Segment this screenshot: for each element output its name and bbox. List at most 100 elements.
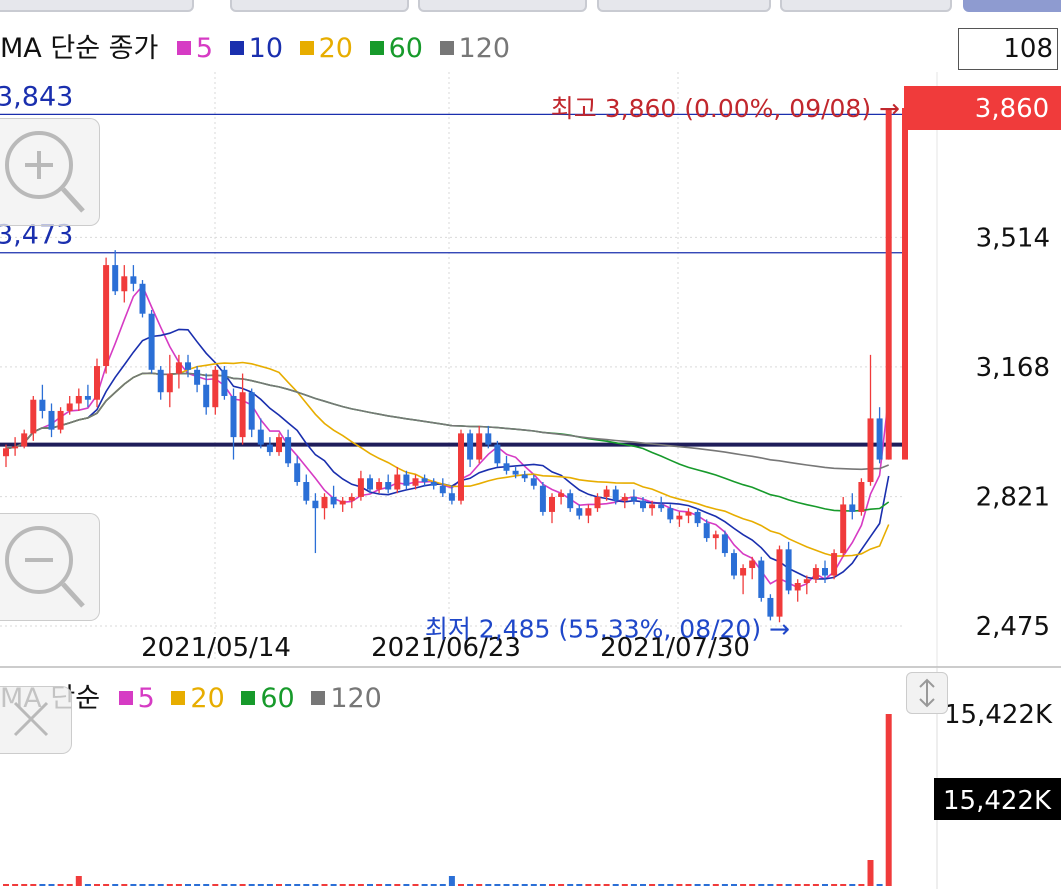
candle-body-71 bbox=[649, 504, 656, 509]
tab-button-6[interactable] bbox=[963, 0, 1061, 12]
candle-body-8 bbox=[75, 395, 82, 404]
volume-chart[interactable]: 15,422K 15,422K bbox=[0, 668, 1061, 889]
volume-bar-71 bbox=[649, 884, 656, 886]
volume-bar-19 bbox=[175, 884, 182, 886]
volume-bar-25 bbox=[230, 884, 237, 886]
candle-body-32 bbox=[294, 463, 301, 483]
volume-bar-94 bbox=[858, 884, 865, 886]
volume-axis-label-top: 15,422K bbox=[944, 700, 1053, 730]
candle-body-66 bbox=[603, 489, 610, 497]
candle-body-15 bbox=[139, 283, 146, 314]
volume-bar-38 bbox=[348, 884, 355, 886]
volume-bar-90 bbox=[822, 884, 828, 886]
volume-bar-74 bbox=[676, 884, 683, 886]
volume-bar-81 bbox=[740, 884, 747, 886]
candle-body-49 bbox=[448, 493, 455, 501]
volume-bar-0 bbox=[3, 884, 9, 886]
candle-body-77 bbox=[703, 523, 710, 539]
candle-body-57 bbox=[521, 474, 528, 479]
tab-button-3[interactable] bbox=[418, 0, 587, 12]
ma5-swatch bbox=[176, 41, 191, 55]
ma5-label: 5 bbox=[195, 33, 214, 64]
volume-bar-87 bbox=[794, 884, 801, 886]
volume-bar-59 bbox=[539, 884, 546, 886]
candle-body-78 bbox=[712, 534, 719, 539]
volume-bar-78 bbox=[712, 884, 719, 886]
candle-body-56 bbox=[512, 470, 519, 475]
candle-body-51 bbox=[467, 433, 474, 460]
candle-body-69 bbox=[630, 496, 637, 501]
volume-bar-26 bbox=[239, 884, 246, 886]
candle-body-70 bbox=[640, 500, 646, 509]
ma60-swatch bbox=[369, 41, 384, 55]
y-tick-label-0: 2,475 bbox=[976, 612, 1050, 642]
volume-bar-8 bbox=[75, 876, 82, 886]
volume-bar-15 bbox=[139, 884, 146, 886]
volume-bar-66 bbox=[603, 884, 610, 886]
volume-bar-55 bbox=[503, 884, 510, 886]
moving-averages bbox=[5, 284, 890, 589]
y-tick-label-1: 2,821 bbox=[976, 483, 1050, 513]
tab-button-1[interactable] bbox=[0, 0, 194, 12]
candle-body-50 bbox=[458, 433, 464, 501]
candle-body-86 bbox=[785, 549, 792, 591]
candle-body-53 bbox=[485, 433, 492, 445]
zoom-out-button[interactable] bbox=[0, 513, 100, 621]
volume-bar-23 bbox=[212, 884, 219, 886]
tab-button-4[interactable] bbox=[597, 0, 771, 12]
vol-legend-item-60: 60 bbox=[241, 683, 295, 714]
volume-bar-84 bbox=[767, 884, 774, 886]
volume-bar-6 bbox=[57, 884, 64, 886]
vol-ma20-label: 20 bbox=[190, 683, 225, 714]
volume-bar-1 bbox=[12, 884, 19, 886]
volume-bar-95 bbox=[867, 860, 874, 886]
candle-body-11 bbox=[103, 265, 110, 367]
candle-body-19 bbox=[175, 362, 182, 374]
candle-body-60 bbox=[549, 496, 555, 512]
current-volume-label: 15,422K bbox=[943, 786, 1052, 816]
tab-button-2[interactable] bbox=[230, 0, 409, 12]
volume-bar-92 bbox=[840, 884, 847, 886]
volume-bar-52 bbox=[476, 884, 483, 886]
candle-body-9 bbox=[84, 395, 91, 400]
volume-bar-83 bbox=[758, 884, 765, 886]
volume-bar-93 bbox=[849, 884, 856, 886]
high-annotation: 최고 3,860 (0.00%, 09/08) → bbox=[551, 94, 900, 123]
zoom-in-button[interactable] bbox=[0, 118, 100, 226]
volume-bar-33 bbox=[303, 884, 310, 886]
volume-bar-49 bbox=[448, 876, 455, 886]
scroll-updown-icon bbox=[919, 678, 935, 708]
volume-bar-56 bbox=[512, 884, 519, 886]
resize-panel-button[interactable] bbox=[906, 672, 948, 714]
volume-bar-60 bbox=[549, 884, 555, 886]
volume-bar-86 bbox=[785, 884, 792, 886]
ma10-swatch bbox=[229, 41, 244, 55]
candle-body-62 bbox=[567, 493, 574, 509]
ma20-label: 20 bbox=[318, 33, 353, 64]
close-volume-button[interactable] bbox=[0, 686, 72, 754]
ma60-label: 60 bbox=[388, 33, 423, 64]
candle-body-35 bbox=[321, 496, 328, 509]
current-price-bar bbox=[902, 108, 908, 460]
volume-bar-63 bbox=[576, 884, 583, 886]
vol-legend-item-120: 120 bbox=[311, 683, 382, 714]
volume-bar-75 bbox=[685, 884, 692, 886]
candle-body-3 bbox=[30, 399, 37, 434]
zoom-out-icon bbox=[5, 526, 85, 608]
y-tick-label-2: 3,168 bbox=[976, 353, 1050, 383]
volume-bar-21 bbox=[194, 884, 201, 886]
candle-body-0 bbox=[3, 448, 9, 457]
x-tick-label-2: 2021/07/30 bbox=[600, 633, 750, 663]
volume-bar-3 bbox=[30, 884, 37, 886]
candle-body-7 bbox=[66, 403, 73, 411]
candles bbox=[3, 108, 892, 623]
candle-count-box[interactable]: 108 bbox=[958, 28, 1058, 70]
candle-body-12 bbox=[112, 265, 119, 292]
candle-body-10 bbox=[94, 366, 100, 400]
candle-body-45 bbox=[412, 478, 419, 486]
candle-body-46 bbox=[421, 478, 428, 483]
volume-bar-35 bbox=[321, 884, 328, 886]
ma-legend-item-10: 10 bbox=[229, 33, 283, 64]
tab-button-5[interactable] bbox=[780, 0, 952, 12]
